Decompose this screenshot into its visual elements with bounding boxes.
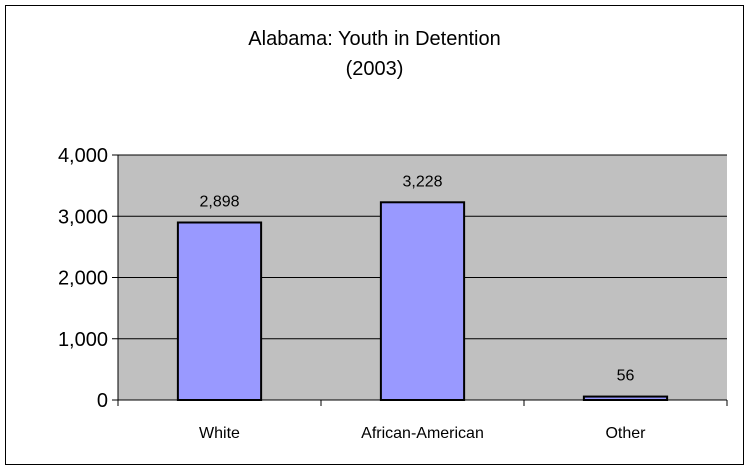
x-tick-labels: White African-American Other [199, 425, 646, 442]
x-tick-label: White [199, 425, 240, 442]
y-tick-labels: 0 1,000 2,000 3,000 4,000 [58, 145, 108, 412]
bars [176, 201, 669, 402]
bar-white [176, 221, 263, 401]
data-label: 56 [617, 368, 635, 385]
x-tick-label: African-American [361, 425, 484, 442]
y-tick-label: 4,000 [58, 145, 108, 167]
data-label: 3,228 [402, 173, 442, 190]
y-tick-label: 2,000 [58, 268, 108, 290]
x-tick-label: Other [605, 425, 646, 442]
data-labels: 2,898 3,228 56 [199, 173, 634, 384]
chart-title: Alabama: Youth in Detention [248, 28, 501, 50]
chart-subtitle: (2003) [345, 58, 404, 80]
axes [112, 154, 728, 406]
y-tick-label: 1,000 [58, 329, 108, 351]
y-tick-label: 0 [97, 390, 108, 412]
bar-african-american [379, 201, 466, 401]
data-label: 2,898 [199, 193, 239, 210]
y-tick-label: 3,000 [58, 206, 108, 228]
bar-other [582, 395, 669, 402]
